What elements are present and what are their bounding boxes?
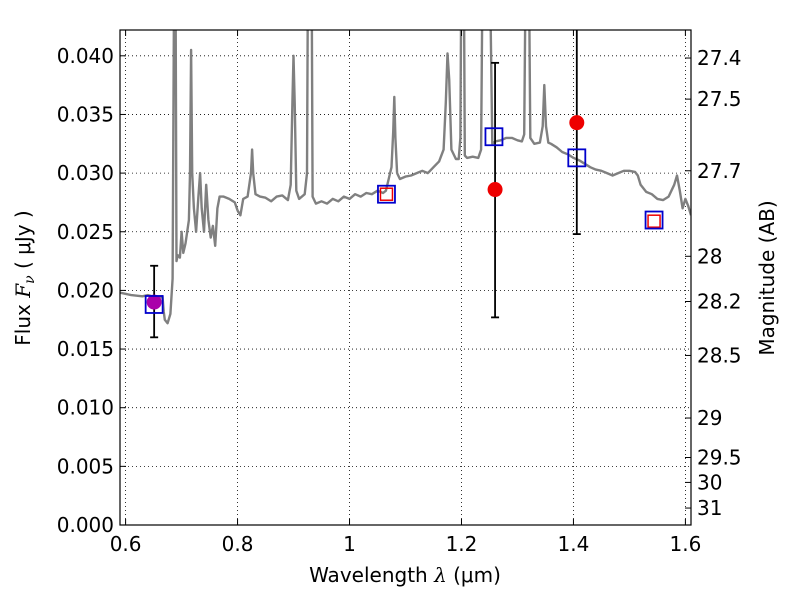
y2-tick-label: 27.4 bbox=[697, 46, 742, 70]
y2-tick-label: 28 bbox=[697, 244, 722, 268]
plot-background bbox=[120, 30, 691, 525]
model-band-marker bbox=[484, 127, 504, 147]
model-band-marker bbox=[144, 295, 164, 314]
y2-tick-label: 31 bbox=[697, 496, 722, 520]
y-tick-label: 0.010 bbox=[57, 396, 114, 420]
detection-markers bbox=[146, 115, 585, 310]
y-tick-label: 0.020 bbox=[57, 278, 114, 302]
y2-tick-label: 27.5 bbox=[697, 87, 742, 111]
y2-axis-label: Magnitude (AB) bbox=[755, 200, 779, 355]
y-axis-ticks: 0.000 0.005 0.010 0.015 0.020 0.025 0.030 0.035… bbox=[57, 44, 126, 537]
x-tick-label: 0.6 bbox=[110, 532, 142, 556]
x-tick-label: 1.2 bbox=[446, 532, 478, 556]
x-axis-ticks: 0.6 0.8 1 1.2 1.4 1.6 bbox=[110, 30, 701, 556]
detection-marker bbox=[487, 182, 503, 198]
y-tick-label: 0.000 bbox=[57, 513, 114, 537]
model-band-marker bbox=[567, 148, 587, 168]
y2-tick-label: 28.2 bbox=[697, 289, 742, 313]
grid bbox=[120, 30, 691, 526]
detection-marker bbox=[146, 294, 162, 310]
y2-tick-label: 29.5 bbox=[697, 446, 742, 470]
plot-frame bbox=[119, 29, 692, 526]
y-tick-label: 0.040 bbox=[57, 44, 114, 68]
upper-limit-markers bbox=[379, 187, 661, 228]
x-tick-label: 1.6 bbox=[669, 532, 701, 556]
x-tick-label: 0.8 bbox=[222, 532, 254, 556]
model-band-marker bbox=[377, 184, 396, 204]
y2-tick-label: 30 bbox=[697, 470, 722, 494]
detection-marker bbox=[569, 115, 585, 131]
y-tick-label: 0.005 bbox=[57, 454, 114, 478]
y-axis-label: Flux Fν ( μJy ) bbox=[11, 210, 39, 345]
model-band-markers bbox=[144, 127, 664, 314]
x-tick-label: 1 bbox=[343, 532, 356, 556]
upper-limit-marker bbox=[379, 187, 394, 201]
y2-tick-label: 27.7 bbox=[697, 159, 742, 183]
plot-area bbox=[120, 30, 691, 339]
y-tick-label: 0.015 bbox=[57, 337, 114, 361]
upper-limit-marker bbox=[647, 214, 661, 228]
y-tick-label: 0.030 bbox=[57, 161, 114, 185]
y-tick-label: 0.035 bbox=[57, 102, 114, 126]
model-band-marker bbox=[644, 210, 664, 230]
y2-tick-label: 29 bbox=[697, 406, 722, 430]
x-axis-label: Wavelength λ (μm) bbox=[309, 563, 501, 587]
model-spectrum-line bbox=[120, 30, 691, 325]
y-tick-label: 0.025 bbox=[57, 220, 114, 244]
x-tick-label: 1.4 bbox=[558, 532, 590, 556]
y2-tick-label: 28.5 bbox=[697, 343, 742, 367]
